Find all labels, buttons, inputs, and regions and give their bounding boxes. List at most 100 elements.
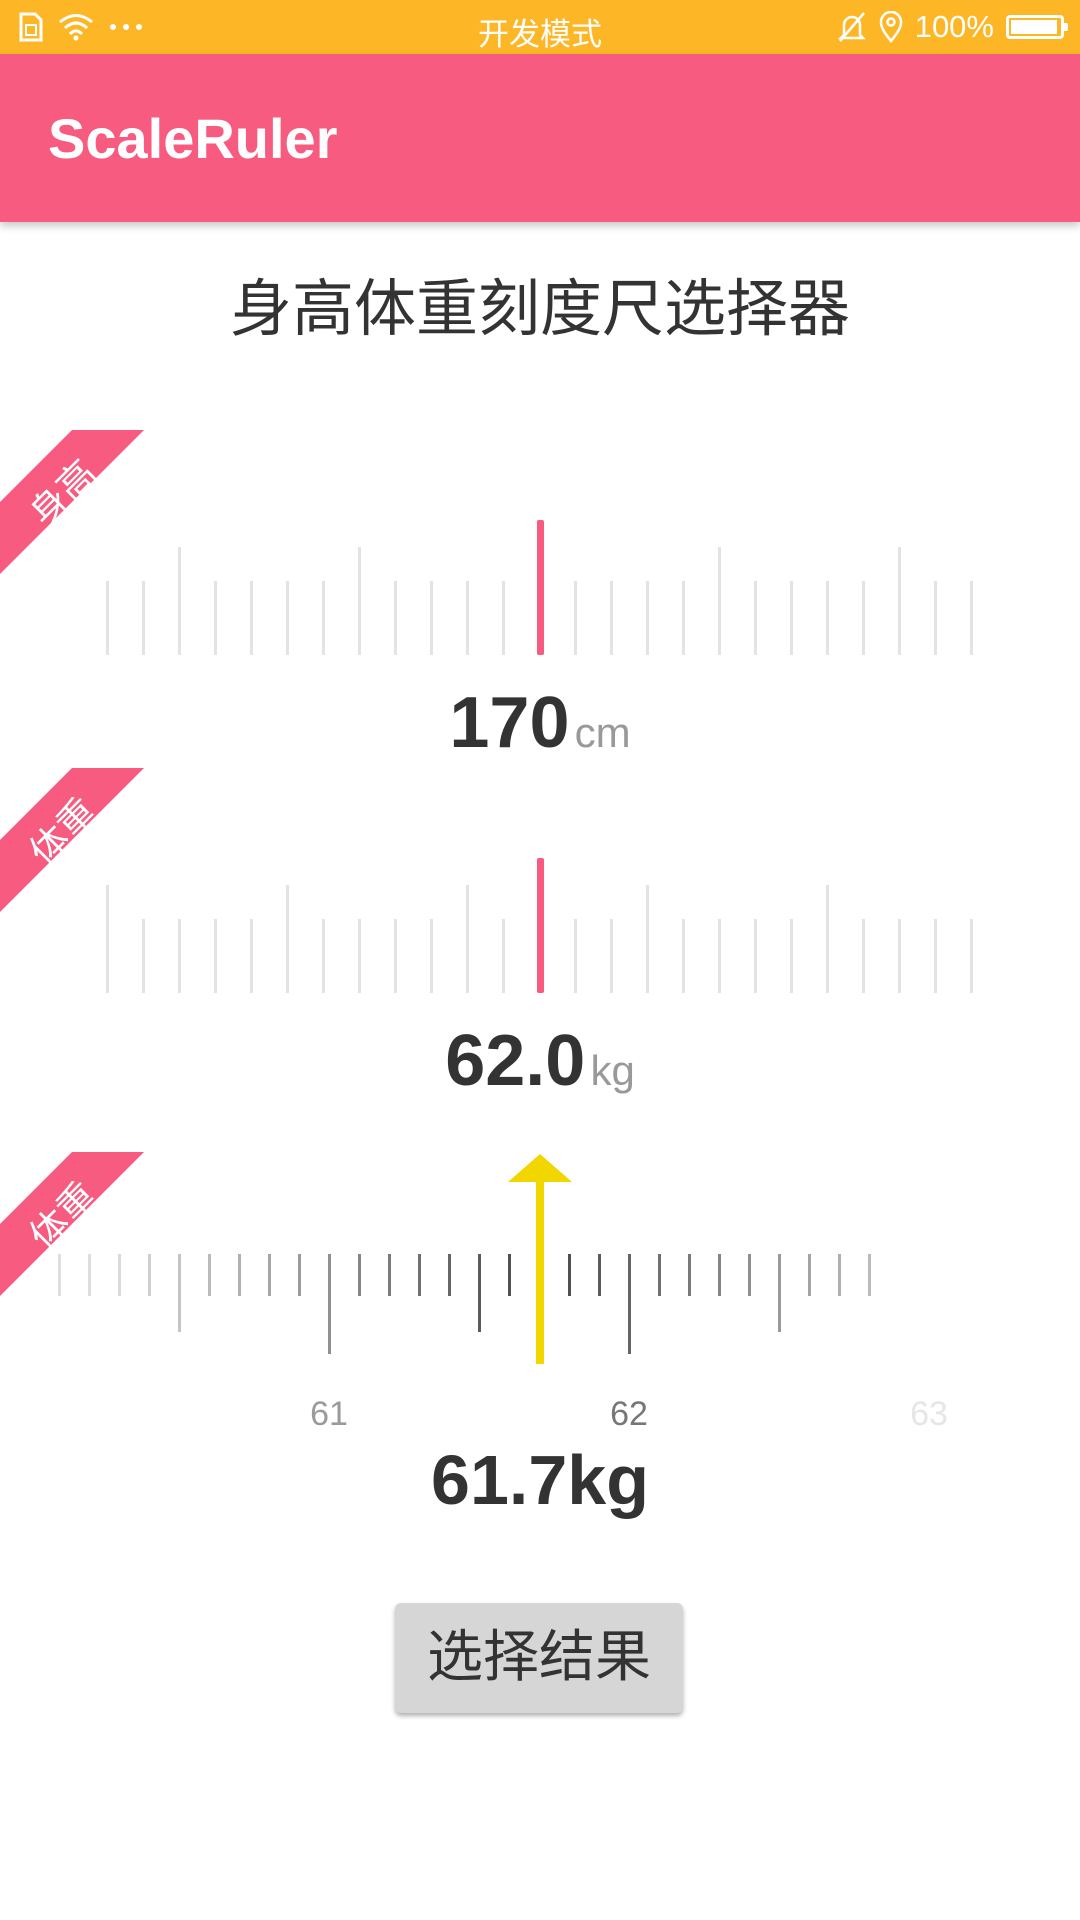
ruler-minor-tick (934, 581, 937, 655)
ruler-minor-tick (610, 919, 613, 993)
ruler-minor-tick (478, 1254, 481, 1332)
weight-value: 62.0 (445, 1021, 586, 1101)
ruler-major-tick (178, 547, 181, 655)
select-result-button[interactable]: 选择结果 (395, 1603, 683, 1713)
ruler-minor-tick (970, 919, 973, 993)
ruler-minor-tick (574, 919, 577, 993)
tick-label-62: 62 (610, 1395, 648, 1433)
ruler-minor-tick (838, 1254, 841, 1296)
ruler-minor-tick (970, 581, 973, 655)
sim-icon (18, 12, 44, 42)
ruler-minor-tick (790, 919, 793, 993)
ruler-minor-tick (388, 1254, 391, 1296)
ruler-minor-tick (682, 919, 685, 993)
ruler-minor-tick (430, 581, 433, 655)
weight-value-display: 62.0 kg (0, 1020, 1080, 1102)
ruler-minor-tick (106, 581, 109, 655)
ruler-minor-tick (754, 919, 757, 993)
status-bar: 开发模式 100% (0, 0, 1080, 54)
ruler-minor-tick (808, 1254, 811, 1296)
ruler-minor-tick (178, 1254, 181, 1332)
ruler-minor-tick (322, 581, 325, 655)
ruler-minor-tick (862, 581, 865, 655)
ruler-minor-tick (58, 1254, 61, 1296)
height-ruler[interactable] (0, 520, 1080, 660)
ruler-minor-tick (718, 1254, 721, 1296)
ruler-minor-tick (754, 581, 757, 655)
ruler-minor-tick (394, 581, 397, 655)
ruler-minor-tick (418, 1254, 421, 1296)
ruler-major-tick (898, 547, 901, 655)
ruler-minor-tick (208, 1254, 211, 1296)
ruler-minor-tick (250, 919, 253, 993)
ruler-major-tick (628, 1254, 631, 1354)
page-title: 身高体重刻度尺选择器 (229, 272, 850, 345)
ruler-minor-tick (448, 1254, 451, 1296)
ruler-minor-tick (688, 1254, 691, 1296)
ruler-pointer (537, 520, 544, 655)
ruler-minor-tick (862, 919, 865, 993)
ruler-minor-tick (214, 919, 217, 993)
ruler-minor-tick (502, 919, 505, 993)
ruler-minor-tick (502, 581, 505, 655)
ruler-pointer (537, 858, 544, 993)
ruler-minor-tick (142, 919, 145, 993)
app-title: ScaleRuler (48, 107, 338, 170)
weight-ruler-2[interactable]: 61 62 63 (0, 1150, 1080, 1433)
ruler-minor-tick (118, 1254, 121, 1296)
height-unit: cm (574, 709, 631, 756)
ruler-minor-tick (682, 581, 685, 655)
weight-unit: kg (590, 1047, 635, 1094)
ruler-minor-tick (646, 581, 649, 655)
ruler-minor-tick (178, 919, 181, 993)
weight-ribbon: 体重 (0, 768, 144, 912)
ruler-minor-tick (790, 581, 793, 655)
ruler-minor-tick (466, 581, 469, 655)
wifi-icon (58, 13, 94, 41)
ruler-minor-tick (148, 1254, 151, 1296)
ruler-minor-tick (658, 1254, 661, 1296)
battery-percent: 100% (914, 9, 994, 44)
ruler-minor-tick (268, 1254, 271, 1296)
ruler-minor-tick (250, 581, 253, 655)
ruler-minor-tick (574, 581, 577, 655)
pointer-arrow-icon (508, 1154, 572, 1364)
ruler-minor-tick (508, 1254, 511, 1296)
ruler-major-tick (466, 885, 469, 993)
height-value: 170 (449, 683, 570, 763)
height-value-display: 170 cm (0, 682, 1080, 764)
ruler-minor-tick (238, 1254, 241, 1296)
ruler-minor-tick (394, 919, 397, 993)
ruler-major-tick (646, 885, 649, 993)
ruler-minor-tick (718, 919, 721, 993)
bell-muted-icon (837, 11, 867, 43)
ruler-minor-tick (298, 1254, 301, 1296)
weight-ruler[interactable] (0, 858, 1080, 998)
ruler-minor-tick (778, 1254, 781, 1332)
tick-label-63: 63 (910, 1395, 948, 1433)
more-dots-icon (108, 22, 144, 32)
height-ribbon: 身高 (0, 430, 144, 574)
ruler-minor-tick (358, 1254, 361, 1296)
ruler-minor-tick (610, 581, 613, 655)
ruler-major-tick (718, 547, 721, 655)
ruler-minor-tick (826, 581, 829, 655)
ruler-minor-tick (898, 919, 901, 993)
ruler-minor-tick (142, 581, 145, 655)
ruler-major-tick (286, 885, 289, 993)
weight-2-value-display: 61.7kg (0, 1440, 1080, 1520)
location-icon (879, 11, 903, 43)
ruler-minor-tick (430, 919, 433, 993)
ruler-minor-tick (868, 1254, 871, 1296)
ruler-major-tick (358, 547, 361, 655)
ruler-minor-tick (934, 919, 937, 993)
ruler-minor-tick (214, 581, 217, 655)
weight-2-value: 61.7kg (431, 1441, 649, 1519)
ruler-minor-tick (88, 1254, 91, 1296)
app-bar: ScaleRuler (0, 54, 1080, 222)
ruler-minor-tick (568, 1254, 571, 1296)
ruler-minor-tick (358, 919, 361, 993)
tick-label-61: 61 (310, 1395, 348, 1433)
battery-icon (1006, 15, 1068, 39)
ruler-major-tick (328, 1254, 331, 1354)
